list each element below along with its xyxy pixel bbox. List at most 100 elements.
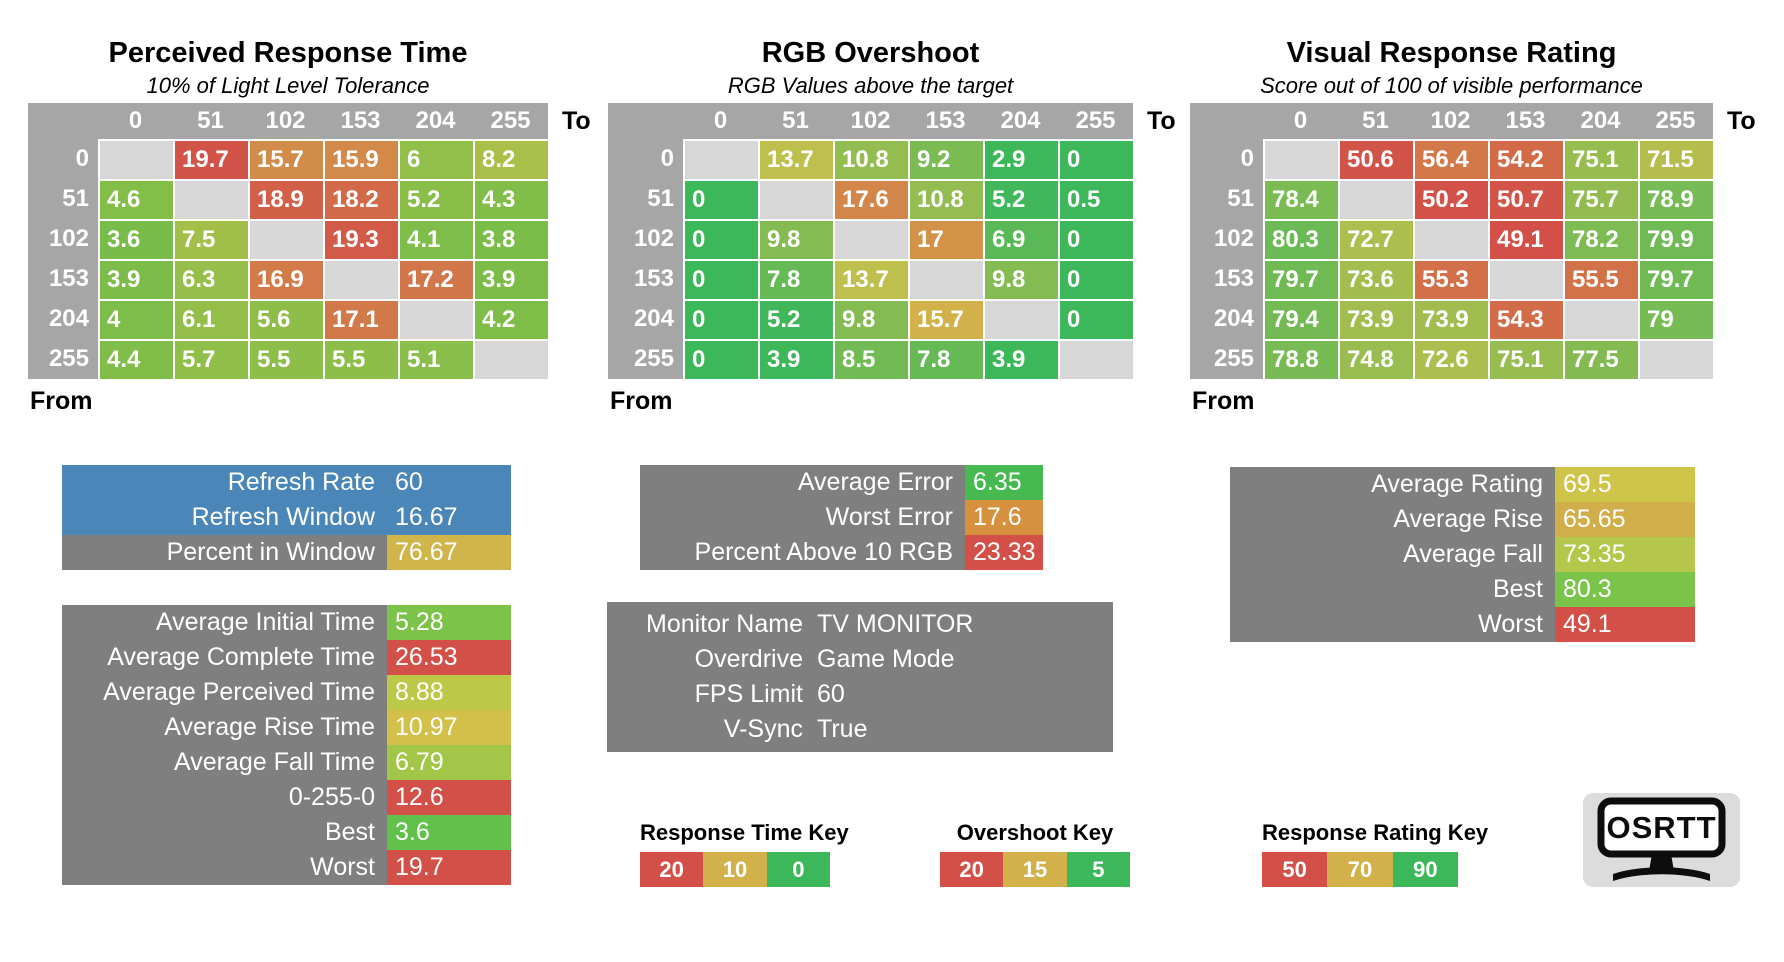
heatmap-cell: 3.9 <box>98 259 173 299</box>
heatmap-cell: 50.2 <box>1413 179 1488 219</box>
heatmap-cell: 9.2 <box>908 139 983 179</box>
key-segment: 0 <box>766 852 830 887</box>
key-title: Response Time Key <box>640 820 849 845</box>
diagonal-cell <box>1263 139 1338 179</box>
summary-label: Best <box>1230 572 1555 607</box>
heatmap-cell: 4.6 <box>98 179 173 219</box>
table-subtitle: RGB Values above the target <box>727 73 1014 98</box>
row-header: 255 <box>28 339 98 379</box>
heatmap-cell: 0.5 <box>1058 179 1133 219</box>
axis-to-label: To <box>1727 107 1756 135</box>
heatmap-cell: 5.1 <box>398 339 473 379</box>
summary-label: Worst Error <box>640 500 965 535</box>
osrtt-logo: OSRTT <box>1583 793 1740 887</box>
summary-value: 6.79 <box>387 745 511 780</box>
heatmap-corner <box>1190 103 1263 139</box>
response-time-key: Response Time Key 20 10 0 <box>640 820 849 887</box>
summary-label: Average Initial Time <box>62 605 387 640</box>
column-header: 102 <box>1413 103 1488 139</box>
row-header: 51 <box>28 179 98 219</box>
heatmap-cell: 3.9 <box>473 259 548 299</box>
heatmap-cell: 6.9 <box>983 219 1058 259</box>
heatmap-cell: 4.2 <box>473 299 548 339</box>
summary-value: 12.6 <box>387 780 511 815</box>
heatmap-cell: 73.6 <box>1338 259 1413 299</box>
diagonal-cell <box>758 179 833 219</box>
heatmap-cell: 56.4 <box>1413 139 1488 179</box>
heatmap-cell: 72.7 <box>1338 219 1413 259</box>
summary-label: Percent Above 10 RGB <box>640 535 965 570</box>
key-segment: 20 <box>640 852 704 887</box>
heatmap-cell: 15.9 <box>323 139 398 179</box>
summary-value: 60 <box>387 465 511 500</box>
heatmap-cell: 77.5 <box>1563 339 1638 379</box>
table-title: Perceived Response Time <box>108 37 468 69</box>
summary-label: 0-255-0 <box>62 780 387 815</box>
heatmap-cell: 9.8 <box>983 259 1058 299</box>
heatmap-grid: 0 51 102 153 204 255 0 50.6 56.4 54.2 75.1 71.5 51 78… <box>1190 103 1713 379</box>
heatmap-cell: 0 <box>683 259 758 299</box>
summary-value: 76.67 <box>387 535 511 570</box>
heatmap-cell: 72.6 <box>1413 339 1488 379</box>
heatmap-cell: 50.6 <box>1338 139 1413 179</box>
summary-label: Refresh Rate <box>62 465 387 500</box>
heatmap-cell: 78.8 <box>1263 339 1338 379</box>
summary-label: Percent in Window <box>62 535 387 570</box>
overshoot-summary-box: Average Error 6.35 Worst Error 17.6 Percent … <box>640 465 1043 570</box>
table-title: Visual Response Rating <box>1286 37 1617 69</box>
column-header: 255 <box>1638 103 1713 139</box>
heatmap-cell: 7.8 <box>908 339 983 379</box>
column-header: 204 <box>1563 103 1638 139</box>
axis-to-label: To <box>562 107 591 135</box>
heatmap-cell: 79.7 <box>1638 259 1713 299</box>
monitor-info-value: True <box>817 715 868 743</box>
diagonal-cell <box>173 179 248 219</box>
diagonal-cell <box>1563 299 1638 339</box>
summary-label: Average Rating <box>1230 467 1555 502</box>
heatmap-cell: 10.8 <box>908 179 983 219</box>
heatmap-cell: 54.3 <box>1488 299 1563 339</box>
heatmap-cell: 17.1 <box>323 299 398 339</box>
heatmap-cell: 10.8 <box>833 139 908 179</box>
heatmap-cell: 5.2 <box>398 179 473 219</box>
key-segment: 20 <box>940 852 1004 887</box>
heatmap-grid: 0 51 102 153 204 255 0 19.7 15.7 15.9 6 8.2 51 4.6 18.… <box>28 103 548 379</box>
heatmap-cell: 3.8 <box>473 219 548 259</box>
heatmap-cell: 5.5 <box>248 339 323 379</box>
row-header: 204 <box>28 299 98 339</box>
summary-value: 69.5 <box>1555 467 1695 502</box>
row-header: 102 <box>28 219 98 259</box>
key-segment: 15 <box>1003 852 1067 887</box>
summary-value: 16.67 <box>387 500 511 535</box>
column-header: 153 <box>323 103 398 139</box>
heatmap-cell: 0 <box>1058 139 1133 179</box>
diagonal-cell <box>683 139 758 179</box>
heatmap-cell: 75.1 <box>1488 339 1563 379</box>
heatmap-cell: 74.8 <box>1338 339 1413 379</box>
row-header: 102 <box>608 219 683 259</box>
monitor-info-value: 60 <box>817 680 845 708</box>
diagonal-cell <box>833 219 908 259</box>
key-segment: 50 <box>1262 852 1328 887</box>
heatmap-cell: 6.3 <box>173 259 248 299</box>
heatmap-corner <box>608 103 683 139</box>
summary-label: Worst <box>1230 607 1555 642</box>
column-header: 102 <box>833 103 908 139</box>
heatmap-cell: 9.8 <box>833 299 908 339</box>
diagonal-cell <box>1058 339 1133 379</box>
row-header: 0 <box>1190 139 1263 179</box>
column-header: 255 <box>473 103 548 139</box>
heatmap-cell: 78.4 <box>1263 179 1338 219</box>
heatmap-cell: 17.2 <box>398 259 473 299</box>
heatmap-cell: 0 <box>1058 219 1133 259</box>
monitor-info-value: Game Mode <box>817 645 955 673</box>
row-header: 51 <box>1190 179 1263 219</box>
column-header: 51 <box>758 103 833 139</box>
axis-to-label: To <box>1147 107 1176 135</box>
row-header: 0 <box>28 139 98 179</box>
axis-from-label: From <box>30 387 93 415</box>
summary-label: Worst <box>62 850 387 885</box>
diagonal-cell <box>98 139 173 179</box>
table-title: RGB Overshoot <box>761 37 980 69</box>
